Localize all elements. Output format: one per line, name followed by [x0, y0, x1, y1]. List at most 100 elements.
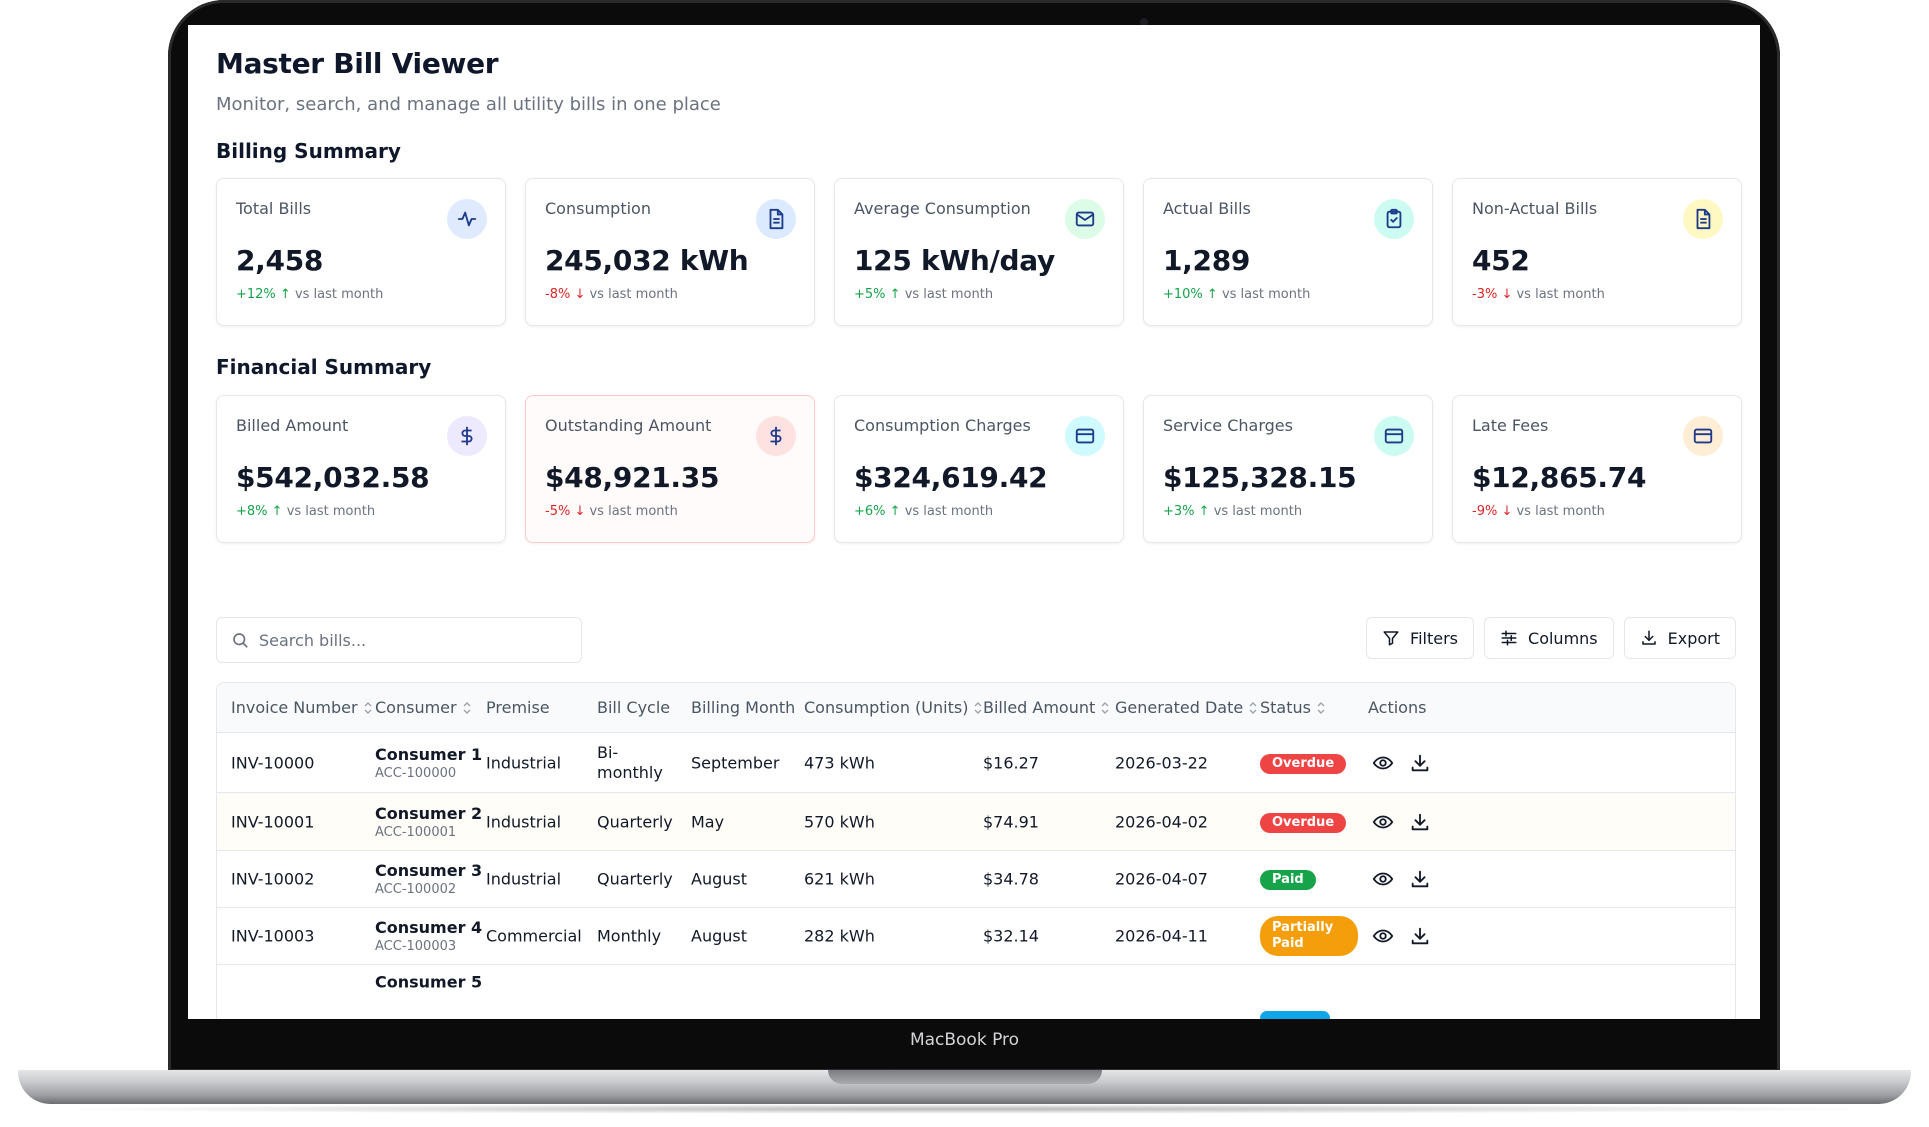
column-header[interactable]: Consumption (Units) [804, 698, 983, 717]
table-row[interactable]: INV-10003 Consumer 4 ACC-100003 Commercial M… [217, 908, 1735, 965]
sort-icon[interactable] [462, 701, 472, 715]
view-icon[interactable] [1372, 811, 1394, 833]
credit-card-icon [1065, 416, 1105, 456]
card-label: Average Consumption [854, 199, 1031, 218]
column-header-label: Consumer [375, 698, 457, 717]
document-icon [1683, 199, 1723, 239]
app: Master Bill Viewer Monitor, search, and … [216, 47, 1742, 1019]
status-cell: Overdue [1260, 811, 1347, 833]
table-row[interactable]: INV-10002 Consumer 3 ACC-100002 Industrial Q… [217, 851, 1735, 908]
sort-icon[interactable] [1316, 701, 1326, 715]
financial-summary-card: Late Fees $12,865.74 -9% ↓ vs last month [1452, 395, 1742, 543]
column-header[interactable]: Consumer [375, 698, 472, 717]
card-delta: +10% ↑ vs last month [1163, 287, 1414, 302]
premise: Commercial [486, 926, 582, 946]
columns-button[interactable]: Columns [1484, 617, 1614, 659]
dollar-icon [756, 416, 796, 456]
delta-value: +6% ↑ [854, 504, 901, 519]
table-row[interactable]: INV-10001 Consumer 2 ACC-100001 Industrial Q… [217, 793, 1735, 851]
card-delta: +3% ↑ vs last month [1163, 504, 1414, 519]
search-icon [233, 633, 248, 648]
filters-button[interactable]: Filters [1366, 617, 1475, 659]
card-value: 125 kWh/day [854, 244, 1055, 277]
premise: Industrial [486, 869, 562, 889]
billed-amount: $32.14 [983, 926, 1039, 946]
download-icon[interactable] [1409, 811, 1431, 833]
consumer-cell: Consumer 2 ACC-100001 [375, 804, 482, 840]
delta-note: vs last month [904, 504, 994, 519]
delta-value: +8% ↑ [236, 504, 283, 519]
column-header-label: Consumption (Units) [804, 698, 969, 717]
document-icon [756, 199, 796, 239]
consumption: 570 kWh [804, 812, 875, 831]
card-delta: +8% ↑ vs last month [236, 504, 487, 519]
export-button[interactable]: Export [1623, 617, 1736, 659]
bill-cycle: Quarterly [597, 812, 673, 831]
status-badge: Overdue [1260, 753, 1347, 774]
view-icon[interactable] [1372, 752, 1394, 774]
download-icon[interactable] [1409, 752, 1431, 774]
search-box[interactable] [216, 617, 582, 663]
card-label: Late Fees [1472, 416, 1549, 435]
column-header[interactable]: Generated Date [1115, 698, 1258, 717]
sort-icon[interactable] [973, 701, 983, 715]
billing-summary-title: Billing Summary [216, 139, 401, 163]
card-label: Non-Actual Bills [1472, 199, 1598, 218]
download-icon[interactable] [1409, 868, 1431, 890]
financial-summary-title: Financial Summary [216, 355, 432, 379]
billing-summary-card: Actual Bills 1,289 +10% ↑ vs last month [1143, 178, 1433, 326]
consumer-name: Consumer 5 [375, 972, 483, 992]
card-delta: +12% ↑ vs last month [236, 287, 487, 302]
download-icon [1641, 630, 1656, 645]
table-row[interactable]: Consumer 5 [217, 965, 1735, 1019]
download-icon[interactable] [1409, 925, 1431, 947]
view-icon[interactable] [1372, 925, 1394, 947]
card-delta: -3% ↓ vs last month [1472, 287, 1723, 302]
filter-icon [1383, 631, 1399, 646]
sort-icon[interactable] [1100, 701, 1110, 715]
card-value: 452 [1472, 244, 1530, 277]
column-header[interactable]: Status [1260, 698, 1326, 717]
column-header-label: Invoice Number [231, 698, 358, 717]
card-delta: -8% ↓ vs last month [545, 287, 796, 302]
card-value: 245,032 kWh [545, 244, 749, 277]
sort-icon[interactable] [1248, 701, 1258, 715]
page-subtitle: Monitor, search, and manage all utility … [216, 94, 721, 115]
consumer-name: Consumer 1 [375, 744, 483, 764]
column-header-label: Generated Date [1115, 698, 1244, 717]
delta-value: -3% ↓ [1472, 287, 1513, 302]
search-input[interactable] [259, 630, 559, 650]
generated-date: 2026-03-22 [1115, 753, 1208, 772]
billing-month: August [691, 869, 747, 889]
column-header[interactable]: Billed Amount [983, 698, 1110, 717]
consumption: 621 kWh [804, 869, 875, 889]
card-label: Consumption Charges [854, 416, 1031, 435]
table-toolbar: Filters Columns Export [216, 617, 1736, 663]
card-label: Outstanding Amount [545, 416, 712, 435]
card-label: Consumption [545, 199, 651, 218]
card-value: 1,289 [1163, 244, 1251, 277]
consumer-account: ACC-100002 [375, 882, 457, 897]
generated-date: 2026-04-11 [1115, 926, 1208, 946]
status-badge: Partially Paid [1260, 916, 1358, 956]
column-header-label: Actions [1368, 698, 1427, 717]
delta-note: vs last month [294, 287, 384, 302]
delta-note: vs last month [1213, 504, 1303, 519]
delta-note: vs last month [904, 287, 994, 302]
card-delta: +5% ↑ vs last month [854, 287, 1105, 302]
delta-note: vs last month [589, 287, 678, 302]
delta-note: vs last month [589, 504, 678, 519]
sort-icon[interactable] [363, 701, 373, 715]
table-row[interactable]: INV-10000 Consumer 1 ACC-100000 Industrial B… [217, 733, 1735, 793]
sliders-icon [1501, 630, 1517, 646]
bills-table: Invoice Number Consumer Premise Bill Cycle B… [216, 682, 1736, 1019]
status-badge: Paid [1260, 870, 1316, 890]
card-delta: -5% ↓ vs last month [545, 504, 796, 519]
view-icon[interactable] [1372, 868, 1394, 890]
bill-cycle: Quarterly [597, 869, 673, 889]
column-header[interactable]: Invoice Number [231, 698, 373, 717]
column-header-label: Premise [486, 698, 550, 717]
column-header: Bill Cycle [597, 698, 670, 717]
generated-date: 2026-04-07 [1115, 869, 1208, 889]
column-header-label: Billing Month [691, 698, 796, 717]
